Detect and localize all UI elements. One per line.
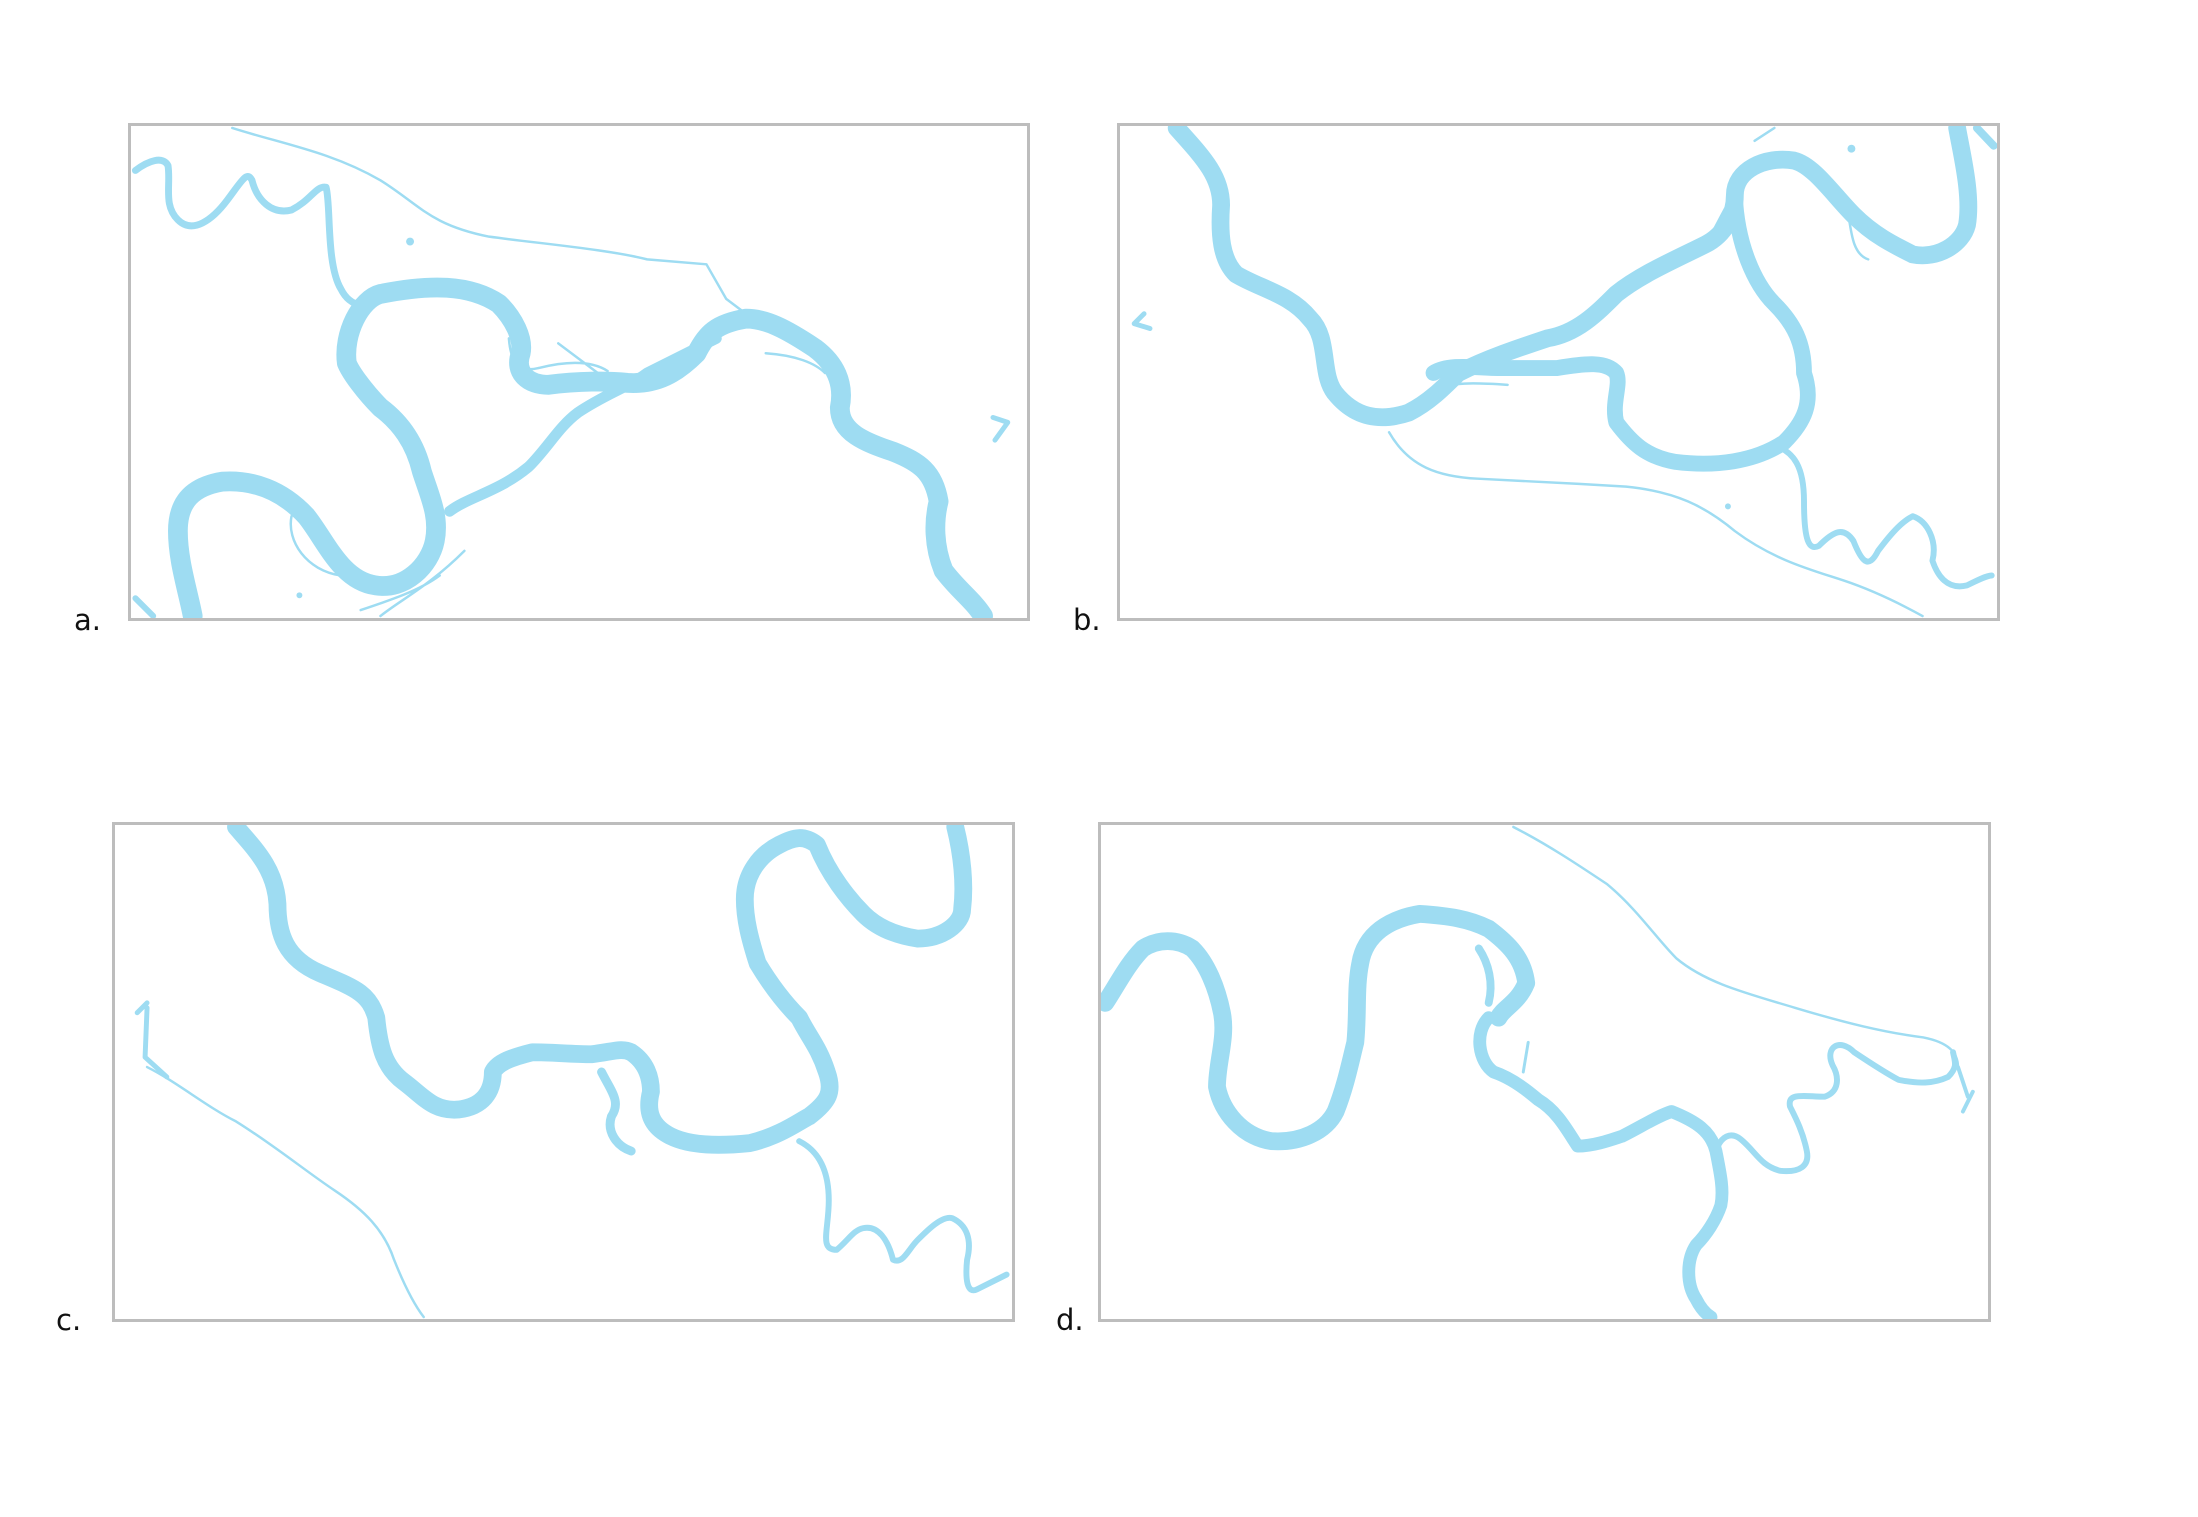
- southern-loop-b: [1425, 187, 1816, 472]
- inner-loop-c: [597, 1067, 636, 1156]
- tributary-right-d: [1712, 1042, 1958, 1175]
- river-map-b: [1131, 126, 1997, 618]
- marsh-b-left: [1131, 311, 1153, 331]
- tributary-right-b: [1771, 442, 1995, 590]
- marsh-b-corner: [1972, 126, 1997, 150]
- thin-channel-north-d: [1512, 825, 1960, 1069]
- pond-a2: [296, 592, 303, 599]
- map-panel-d: [1098, 822, 1991, 1322]
- loop-d: [1473, 1011, 1729, 1319]
- oxbow-d: [1474, 944, 1495, 1007]
- river-map-a: [131, 126, 1011, 618]
- river-map-d: [1101, 825, 1975, 1319]
- thin-channel-south: [1387, 431, 1924, 618]
- pond-b1: [1847, 144, 1856, 153]
- thin-channel-north-b: [1427, 126, 1870, 394]
- marsh-d-right: [1956, 1065, 1975, 1114]
- map-panel-c: [112, 822, 1015, 1322]
- pond-a1: [406, 237, 415, 246]
- panel-label-b: b.: [1073, 603, 1101, 637]
- main-river-c: [227, 825, 973, 1154]
- thin-channel-sw: [145, 1065, 425, 1319]
- main-river-b: [1167, 126, 1978, 427]
- tributary-upper-left: [131, 156, 384, 309]
- thin-channel-north: [230, 126, 748, 315]
- river-map-c: [134, 825, 1010, 1319]
- tributary-left-c: [134, 1000, 170, 1080]
- panel-label-a: a.: [74, 603, 101, 637]
- lower-thin-channel-a: [289, 515, 466, 618]
- oxbow-thin-a: [507, 337, 827, 375]
- main-river-a: [168, 277, 993, 618]
- connector-channel-a: [444, 332, 722, 517]
- marsh-a-right: [990, 414, 1011, 443]
- map-panel-a: [128, 123, 1030, 621]
- tributary-right-c: [796, 1138, 1010, 1294]
- thin-branch-d: [1521, 1040, 1530, 1074]
- marsh-a-corner: [132, 595, 157, 618]
- panel-label-d: d.: [1056, 1303, 1084, 1337]
- main-river-d: [1101, 905, 1536, 1151]
- pond-b2: [1724, 503, 1731, 510]
- panel-label-c: c.: [56, 1303, 82, 1337]
- map-panel-b: [1117, 123, 2000, 621]
